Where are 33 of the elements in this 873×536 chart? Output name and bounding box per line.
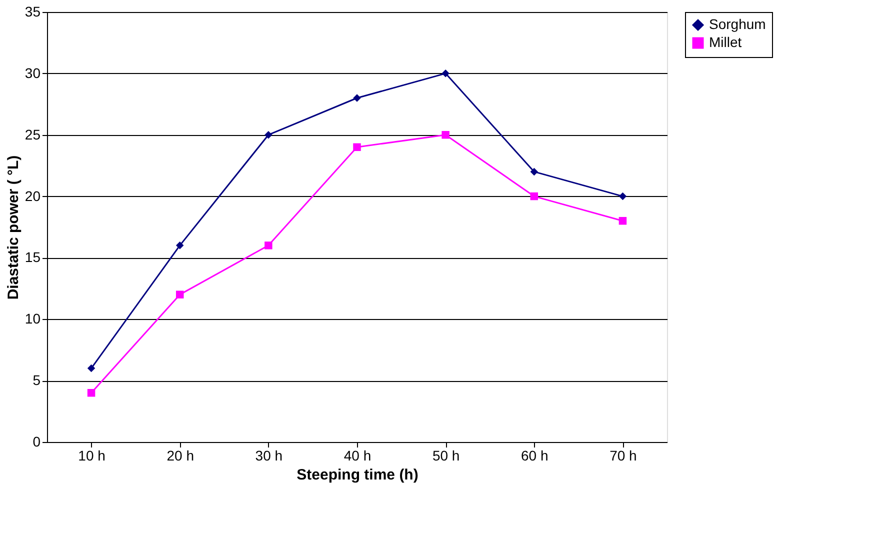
point [176, 242, 184, 250]
x-tick-label: 10 h [78, 448, 106, 464]
point [442, 70, 450, 78]
point [442, 130, 450, 139]
y-tick-label: 10 [24, 310, 41, 327]
y-tick-label: 25 [24, 126, 41, 142]
y-tick-label: 15 [24, 249, 41, 266]
point [353, 94, 361, 102]
point [264, 242, 272, 250]
x-axis-title: Steeping time (h) [296, 466, 418, 484]
legend-label: Millet [709, 34, 742, 50]
y-axis-title: Diastatic power ( °L) [4, 155, 22, 300]
y-tick-label: 5 [32, 372, 41, 388]
y-tick-label: 35 [24, 4, 41, 20]
point [353, 143, 361, 152]
y-tick-label: 0 [32, 434, 41, 450]
x-tick-label: 50 h [432, 448, 460, 464]
legend-label: Sorghum [709, 16, 766, 32]
x-tick-label: 30 h [255, 448, 283, 464]
point [618, 192, 627, 200]
y-tick-label: 20 [24, 188, 41, 204]
x-tick-label: 20 h [166, 448, 194, 464]
point [530, 168, 538, 176]
point [530, 192, 538, 200]
y-tick-label: 30 [24, 64, 41, 81]
x-tick-label: 40 h [344, 448, 372, 464]
point [176, 290, 184, 298]
point [264, 130, 272, 139]
x-tick-label: 70 h [610, 448, 637, 464]
point [87, 364, 96, 372]
point [618, 216, 627, 225]
x-tick-label: 60 h [521, 448, 548, 464]
point [87, 388, 96, 397]
